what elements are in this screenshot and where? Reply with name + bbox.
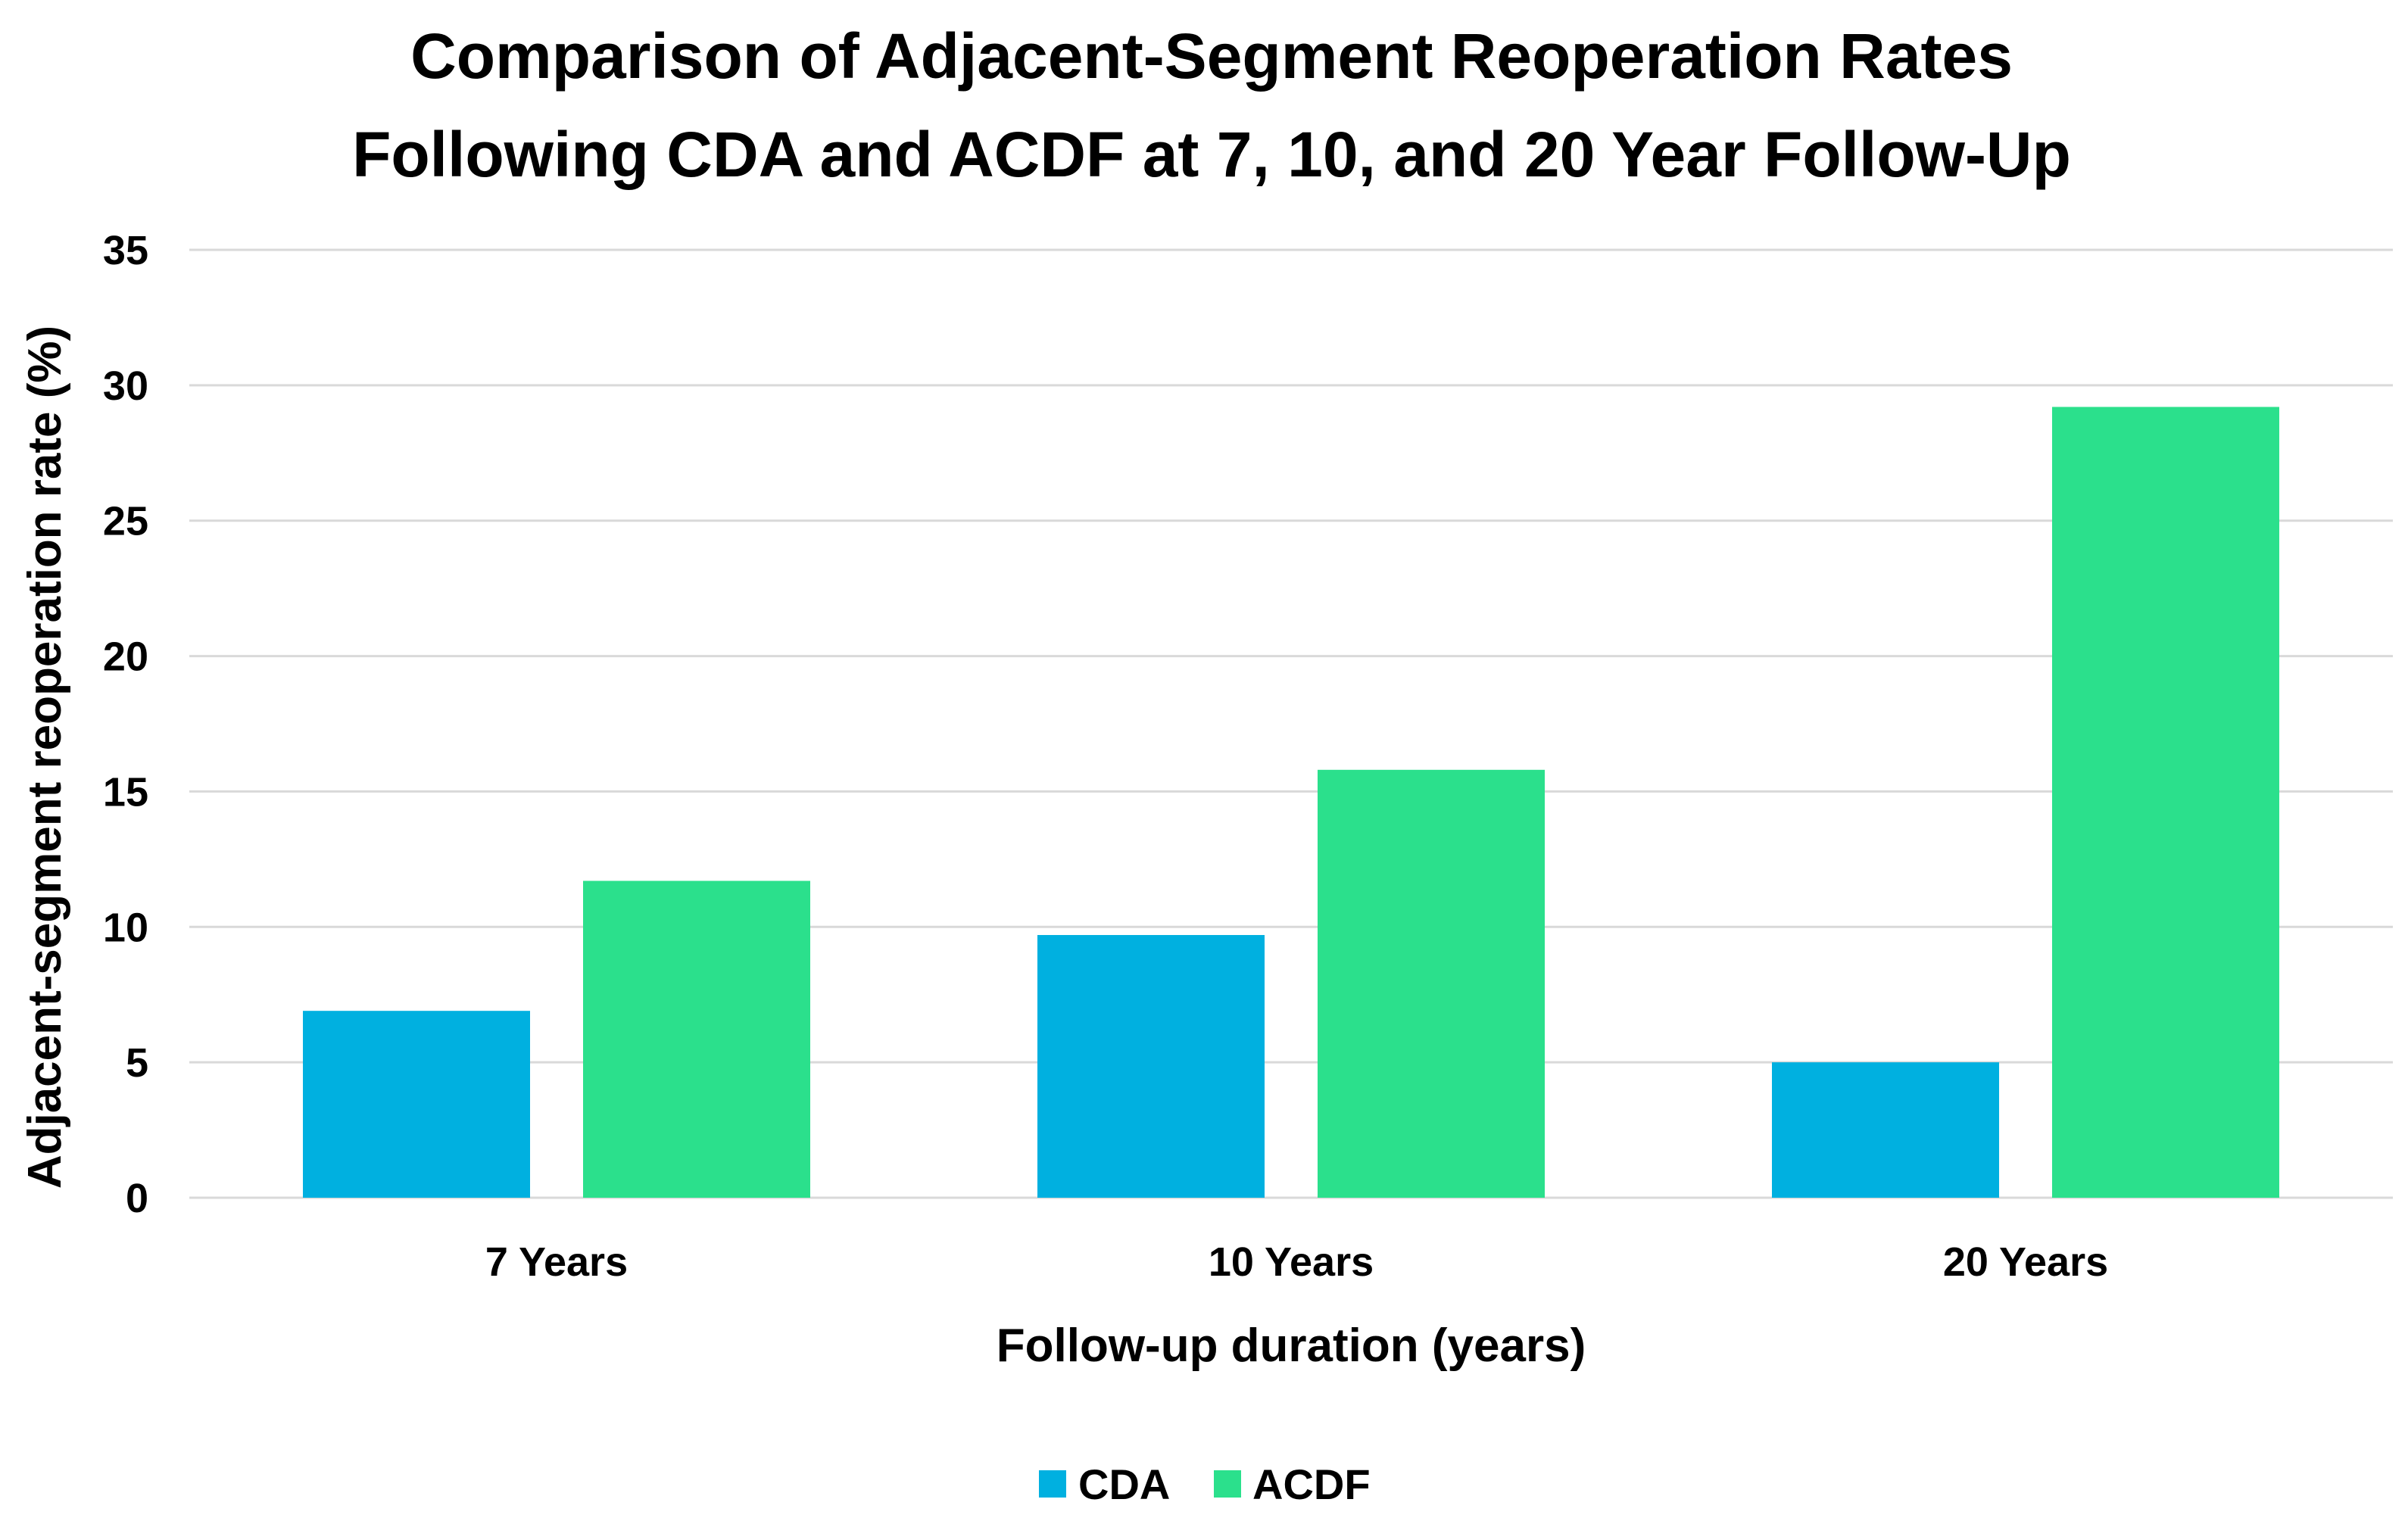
y-tick-label: 35	[103, 228, 148, 273]
x-tick-label: 7 Years	[485, 1239, 628, 1285]
x-tick-label: 10 Years	[1209, 1239, 1374, 1285]
x-axis-title: Follow-up duration (years)	[997, 1320, 1586, 1372]
y-tick-label: 30	[103, 363, 148, 409]
y-tick-label: 5	[126, 1040, 148, 1086]
y-tick-label: 10	[103, 905, 148, 950]
chart-title: Comparison of Adjacent-Segment Reoperati…	[352, 20, 2071, 190]
y-tick-label: 25	[103, 499, 148, 544]
bar-cda-20-years	[1772, 1062, 1999, 1198]
legend-label-acdf: ACDF	[1252, 1460, 1371, 1508]
y-axis-title: Adjacent-segment reoperation rate (%)	[19, 326, 71, 1189]
y-tick-label: 20	[103, 634, 148, 680]
bar-cda-10-years	[1037, 935, 1265, 1198]
bar-acdf-7-years	[583, 880, 810, 1198]
x-axis-tick-labels: 7 Years 10 Years 20 Years	[485, 1239, 2108, 1285]
legend-swatch-cda	[1039, 1470, 1066, 1498]
gridlines	[189, 248, 2393, 1199]
bars	[303, 407, 2279, 1198]
x-tick-label: 20 Years	[1943, 1239, 2108, 1285]
legend-swatch-acdf	[1214, 1470, 1241, 1498]
chart-title-line-1: Comparison of Adjacent-Segment Reoperati…	[410, 20, 2013, 92]
chart-title-line-2: Following CDA and ACDF at 7, 10, and 20 …	[352, 119, 2071, 190]
legend-label-cda: CDA	[1078, 1460, 1170, 1508]
bar-cda-7-years	[303, 1011, 530, 1198]
bar-acdf-20-years	[2052, 407, 2279, 1198]
y-tick-label: 15	[103, 769, 148, 815]
y-axis-tick-labels: 0 5 10 15 20 25 30 35	[103, 228, 148, 1221]
bar-acdf-10-years	[1318, 769, 1545, 1198]
legend: CDA ACDF	[1039, 1460, 1371, 1508]
y-tick-label: 0	[126, 1176, 148, 1221]
